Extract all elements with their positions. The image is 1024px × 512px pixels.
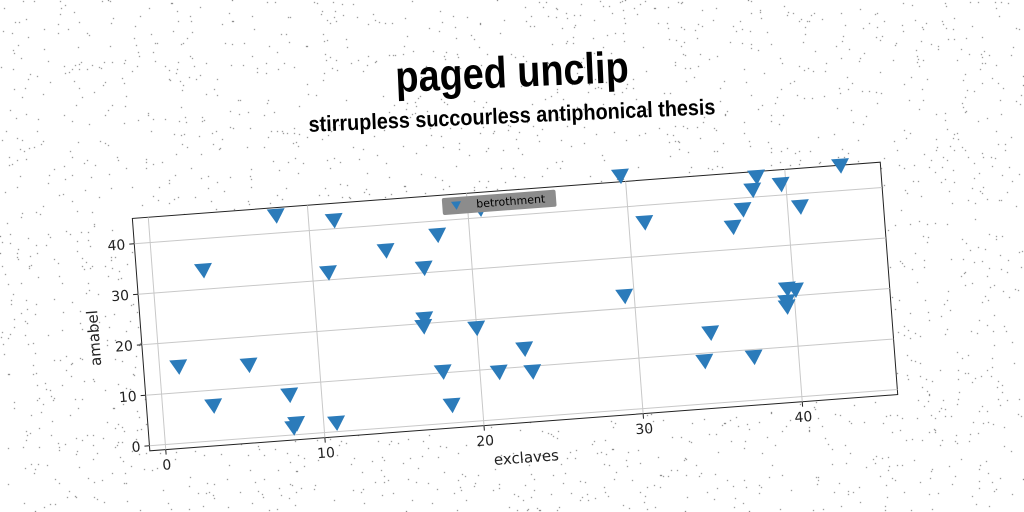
x-grid-line xyxy=(625,181,644,414)
legend-label-betrothment: betrothment xyxy=(476,192,547,210)
data-point xyxy=(324,212,343,229)
data-point xyxy=(169,359,188,375)
y-tick-label: 30 xyxy=(111,288,130,305)
y-grid-line xyxy=(134,186,883,245)
data-point xyxy=(266,208,285,224)
data-point xyxy=(287,415,306,432)
plot-group: 0 10 20 30 40 0 10 20 30 40 exclaves amabel betro… xyxy=(83,158,899,474)
data-point xyxy=(744,349,763,366)
x-axis-label: exclaves xyxy=(493,446,559,469)
y-tick-label: 0 xyxy=(131,439,141,456)
x-tick-label: 0 xyxy=(162,457,172,474)
y-tick-label: 10 xyxy=(118,389,137,406)
y-axis-label: amabel xyxy=(83,310,105,367)
data-point xyxy=(785,282,804,299)
plot-area xyxy=(131,161,899,452)
data-point xyxy=(777,299,796,315)
data-point xyxy=(239,357,258,374)
data-point xyxy=(523,364,542,380)
data-point xyxy=(414,260,433,277)
x-grid-line xyxy=(466,193,485,426)
y-grid-line xyxy=(141,287,890,346)
data-point xyxy=(747,169,765,186)
data-point xyxy=(280,387,299,404)
data-point xyxy=(515,341,534,357)
x-grid-line xyxy=(147,217,167,450)
data-point xyxy=(433,364,452,380)
data-point xyxy=(428,227,447,244)
data-point xyxy=(204,398,223,414)
data-point xyxy=(723,219,742,236)
data-point xyxy=(193,262,212,279)
data-point xyxy=(415,311,434,327)
grid xyxy=(134,169,898,450)
x-tick-label: 40 xyxy=(794,409,813,426)
data-point xyxy=(695,353,714,370)
y-grid-line xyxy=(138,237,886,295)
data-point xyxy=(790,199,809,215)
data-point xyxy=(743,182,762,199)
y-grid-line xyxy=(149,389,898,447)
data-point xyxy=(414,318,433,335)
legend: betrothment xyxy=(441,189,557,215)
data-point xyxy=(701,325,720,341)
legend-marker-betrothment xyxy=(451,201,461,210)
y-tick-label: 20 xyxy=(115,338,134,355)
data-point xyxy=(610,168,629,185)
x-tick-label: 20 xyxy=(476,433,495,450)
data-point xyxy=(467,320,486,337)
data-point xyxy=(733,201,752,218)
data-point xyxy=(771,176,790,193)
data-point xyxy=(442,397,461,414)
data-point xyxy=(318,265,337,281)
data-point xyxy=(376,243,395,259)
data-point xyxy=(615,288,634,305)
y-grid-line xyxy=(145,338,894,396)
x-tick-label: 30 xyxy=(635,421,654,438)
data-point xyxy=(327,415,346,432)
data-point xyxy=(489,364,508,381)
axis-ticks: 0 10 20 30 40 0 10 20 30 40 xyxy=(107,237,813,474)
y-tick-label: 40 xyxy=(107,237,126,254)
legend-box xyxy=(441,189,557,215)
x-grid-line xyxy=(306,205,326,438)
data-point xyxy=(635,214,654,231)
data-point xyxy=(831,158,849,174)
x-tick-label: 10 xyxy=(317,445,336,462)
